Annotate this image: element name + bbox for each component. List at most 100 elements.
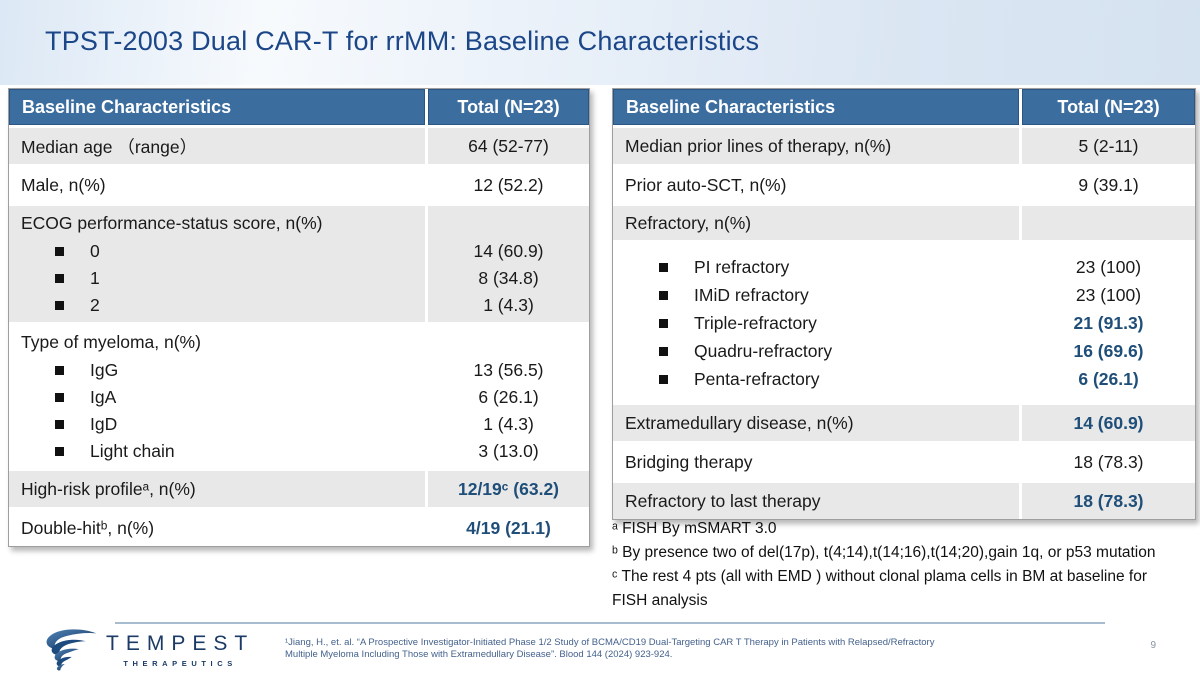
row-label: Refractory, n(%) bbox=[613, 206, 1019, 240]
row-value-highlight: 4/19 (21.1) bbox=[428, 510, 589, 546]
row-label: Prior auto-SCT, n(%) bbox=[613, 167, 1019, 203]
item-value-highlight: 21 (91.3) bbox=[1073, 312, 1144, 333]
list-item: Light chain bbox=[21, 438, 425, 465]
footnote-b: ᵇ By presence two of del(17p), t(4;14),t… bbox=[612, 544, 1156, 561]
item-value: 13 (56.5) bbox=[473, 360, 544, 380]
item-label: IMiD refractory bbox=[694, 284, 809, 305]
item-label: Light chain bbox=[90, 441, 175, 461]
column-header-characteristics: Baseline Characteristics bbox=[613, 89, 1019, 125]
row-value-highlight: 12/19ᶜ (63.2) bbox=[428, 471, 589, 507]
spacer bbox=[428, 328, 589, 357]
group-title: ECOG performance-status score, n(%) bbox=[21, 213, 323, 233]
footnote-c: ᶜ The rest 4 pts (all with EMD ) without… bbox=[612, 568, 1147, 609]
item-label: 1 bbox=[90, 268, 100, 288]
list-item: Penta-refractory bbox=[625, 365, 1019, 393]
row-label: Double-hitᵇ, n(%) bbox=[9, 510, 425, 546]
table-row: Bridging therapy 18 (78.3) bbox=[613, 444, 1195, 480]
table-row: Median prior lines of therapy, n(%) 5 (2… bbox=[613, 128, 1195, 164]
row-label: Median prior lines of therapy, n(%) bbox=[613, 128, 1019, 164]
item-label: IgD bbox=[90, 414, 118, 434]
item-value: 8 (34.8) bbox=[478, 268, 539, 288]
bullet-square-icon bbox=[55, 301, 64, 310]
citation-line-2: Multiple Myeloma Including Those with Ex… bbox=[285, 649, 673, 660]
bullet-square-icon bbox=[659, 374, 668, 384]
bullet-square-icon bbox=[55, 366, 64, 375]
item-value-highlight: 6 (26.1) bbox=[1078, 368, 1139, 389]
item-label: 0 bbox=[90, 241, 100, 261]
row-label: Extramedullary disease, n(%) bbox=[613, 405, 1019, 441]
table-row: Male, n(%) 12 (52.2) bbox=[9, 167, 589, 203]
list-item: 1 bbox=[21, 265, 425, 292]
table-row: Refractory to last therapy 18 (78.3) bbox=[613, 483, 1195, 519]
baseline-table-left: Baseline Characteristics Total (N=23) Me… bbox=[8, 88, 590, 547]
item-value-highlight: 16 (69.6) bbox=[1073, 340, 1144, 361]
column-header-total: Total (N=23) bbox=[1022, 89, 1195, 125]
page-number: 9 bbox=[1150, 640, 1156, 651]
group-title: Type of myeloma, n(%) bbox=[21, 332, 201, 352]
row-label: Male, n(%) bbox=[9, 167, 425, 203]
item-label: PI refractory bbox=[694, 256, 790, 277]
bullet-square-icon bbox=[55, 420, 64, 429]
item-value: 1 (4.3) bbox=[483, 414, 534, 434]
list-item: 0 bbox=[21, 238, 425, 265]
table-header-row: Baseline Characteristics Total (N=23) bbox=[9, 89, 589, 125]
list-item: IgG bbox=[21, 357, 425, 384]
table-row-myeloma-group: Type of myeloma, n(%) IgG IgA IgD Light … bbox=[9, 325, 589, 468]
table-row: Double-hitᵇ, n(%) 4/19 (21.1) bbox=[9, 510, 589, 546]
list-item: Triple-refractory bbox=[625, 309, 1019, 337]
logo-title: TEMPEST bbox=[106, 632, 255, 655]
item-value: 6 (26.1) bbox=[478, 387, 539, 407]
citation: ¹Jiang, H., et. al. “A Prospective Inves… bbox=[285, 637, 1005, 661]
list-item: PI refractory bbox=[625, 253, 1019, 281]
tornado-icon bbox=[46, 629, 97, 671]
table-row-ecog-group: ECOG performance-status score, n(%) 0 1 … bbox=[9, 206, 589, 322]
spacer bbox=[428, 209, 589, 238]
footer-divider bbox=[115, 622, 1105, 624]
item-value: 1 (4.3) bbox=[483, 295, 534, 315]
row-label: High-risk profileᵃ, n(%) bbox=[9, 471, 425, 507]
footnote-a: ᵃ FISH By mSMART 3.0 bbox=[612, 520, 777, 537]
citation-line-1: ¹Jiang, H., et. al. “A Prospective Inves… bbox=[285, 637, 935, 648]
footnotes: ᵃ FISH By mSMART 3.0 ᵇ By presence two o… bbox=[612, 517, 1180, 613]
list-item: Quadru-refractory bbox=[625, 337, 1019, 365]
item-label: Quadru-refractory bbox=[694, 340, 833, 361]
row-value: 18 (78.3) bbox=[1022, 444, 1195, 480]
item-value: 23 (100) bbox=[1075, 256, 1142, 277]
item-label: IgG bbox=[90, 360, 119, 380]
bullet-square-icon bbox=[659, 262, 668, 272]
table-row: Extramedullary disease, n(%) 14 (60.9) bbox=[613, 405, 1195, 441]
row-label: Refractory to last therapy bbox=[613, 483, 1019, 519]
table-row: Refractory, n(%) bbox=[613, 206, 1195, 240]
row-value: 64 (52-77) bbox=[428, 128, 589, 164]
item-value: 14 (60.9) bbox=[473, 241, 544, 261]
tempest-logo: TEMPEST THERAPEUTICS bbox=[42, 628, 254, 672]
bullet-square-icon bbox=[55, 274, 64, 283]
column-header-total: Total (N=23) bbox=[428, 89, 589, 125]
bullet-square-icon bbox=[659, 290, 668, 300]
row-value-highlight: 18 (78.3) bbox=[1022, 483, 1195, 519]
item-label: 2 bbox=[90, 295, 100, 315]
bullet-square-icon bbox=[55, 247, 64, 256]
list-item: 2 bbox=[21, 292, 425, 319]
row-value: 9 (39.1) bbox=[1022, 167, 1195, 203]
page-title: TPST-2003 Dual CAR-T for rrMM: Baseline … bbox=[45, 26, 760, 56]
item-label: Penta-refractory bbox=[694, 368, 820, 389]
bullet-square-icon bbox=[659, 346, 668, 356]
list-item: IgD bbox=[21, 411, 425, 438]
row-value: 12 (52.2) bbox=[428, 167, 589, 203]
list-item: IgA bbox=[21, 384, 425, 411]
row-value: 5 (2-11) bbox=[1022, 128, 1195, 164]
table-header-row: Baseline Characteristics Total (N=23) bbox=[613, 89, 1195, 125]
table-row: Prior auto-SCT, n(%) 9 (39.1) bbox=[613, 167, 1195, 203]
item-value: 23 (100) bbox=[1075, 284, 1142, 305]
baseline-table-right: Baseline Characteristics Total (N=23) Me… bbox=[612, 88, 1196, 520]
bullet-square-icon bbox=[659, 318, 668, 328]
table-row: Median age （range） 64 (52-77) bbox=[9, 128, 589, 164]
item-value: 3 (13.0) bbox=[478, 441, 539, 461]
row-value-empty bbox=[1022, 206, 1195, 240]
item-label: Triple-refractory bbox=[694, 312, 817, 333]
table-row: High-risk profileᵃ, n(%) 12/19ᶜ (63.2) bbox=[9, 471, 589, 507]
row-value-highlight: 14 (60.9) bbox=[1022, 405, 1195, 441]
bullet-square-icon bbox=[55, 447, 64, 456]
